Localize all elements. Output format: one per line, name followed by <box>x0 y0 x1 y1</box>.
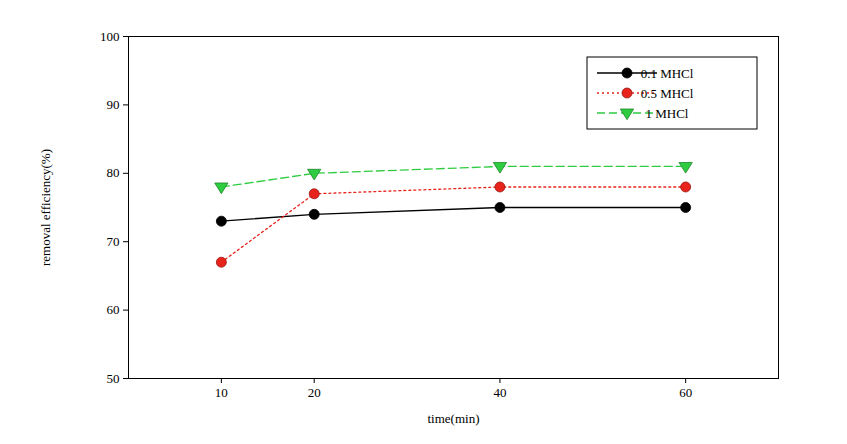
svg-text:0.1 MHCl: 0.1 MHCl <box>641 66 694 81</box>
svg-text:0.5 MHCl: 0.5 MHCl <box>641 86 694 101</box>
svg-text:60: 60 <box>107 302 120 317</box>
svg-text:50: 50 <box>107 371 120 386</box>
svg-text:70: 70 <box>107 234 120 249</box>
svg-text:90: 90 <box>107 97 120 112</box>
svg-text:1 MHCl: 1 MHCl <box>646 106 689 121</box>
svg-text:20: 20 <box>308 385 321 400</box>
svg-text:80: 80 <box>107 165 120 180</box>
svg-text:60: 60 <box>679 385 692 400</box>
svg-text:removal efficiency(%): removal efficiency(%) <box>38 149 53 266</box>
svg-text:100: 100 <box>100 29 120 44</box>
svg-text:40: 40 <box>493 385 506 400</box>
svg-text:time(min): time(min) <box>428 411 480 426</box>
svg-text:10: 10 <box>215 385 228 400</box>
